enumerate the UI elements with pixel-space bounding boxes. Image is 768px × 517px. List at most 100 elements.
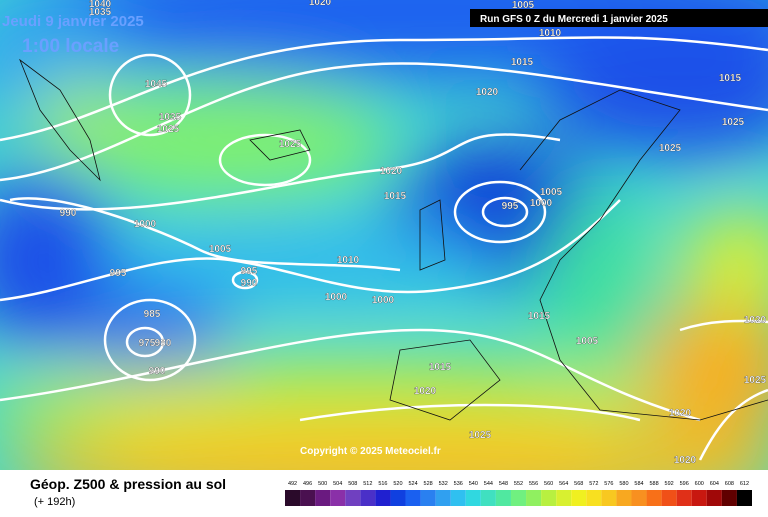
scale-label: 596 <box>680 481 689 487</box>
isobar-label: 1005 <box>512 0 535 11</box>
scale-label: 548 <box>499 481 508 487</box>
isobar-label: 1035 <box>89 7 112 18</box>
valid-date: Jeudi 9 janvier 2025 <box>2 13 144 30</box>
scale-label: 508 <box>348 481 357 487</box>
scale-swatch <box>526 490 542 506</box>
scale-label: 568 <box>574 481 583 487</box>
scale-label: 576 <box>604 481 613 487</box>
scale-label: 532 <box>439 481 448 487</box>
scale-label: 520 <box>393 481 402 487</box>
scale-label: 524 <box>408 481 417 487</box>
isobar-label: 1015 <box>528 311 551 322</box>
isobar-label: 1025 <box>659 143 682 154</box>
scale-swatch <box>360 490 376 506</box>
isobar-label: 1025 <box>744 375 767 386</box>
run-box <box>470 9 768 27</box>
scale-swatch <box>631 490 647 506</box>
legend-title: Géop. Z500 & pression au sol <box>30 476 226 492</box>
copyright: Copyright © 2025 Meteociel.fr <box>300 446 441 457</box>
isobar-label: 990 <box>241 278 258 289</box>
isobar-label: 1010 <box>337 255 360 266</box>
scale-label: 584 <box>634 481 643 487</box>
isobar-label: 1015 <box>429 362 452 373</box>
isobar-label: 990 <box>149 366 166 377</box>
isobar-label: 1020 <box>476 87 499 98</box>
isobar-label: 1020 <box>309 0 332 8</box>
isobar-label: 1015 <box>511 57 534 68</box>
scale-label: 544 <box>484 481 493 487</box>
scale-label: 528 <box>424 481 433 487</box>
scale-swatch <box>435 490 451 506</box>
scale-swatch <box>465 490 481 506</box>
coastlines <box>19 58 768 421</box>
scale-label: 492 <box>288 481 297 487</box>
scale-swatch <box>480 490 496 506</box>
isobar-label: 1025 <box>279 139 302 150</box>
scale-label: 588 <box>649 481 658 487</box>
isobar-label: 1000 <box>325 292 348 303</box>
scale-label: 504 <box>333 481 342 487</box>
isobar-label: 990 <box>60 208 77 219</box>
isobar-label: 1005 <box>576 336 599 347</box>
scale-label: 604 <box>710 481 719 487</box>
isobar-label: 995 <box>110 268 127 279</box>
isobars <box>0 36 768 461</box>
scale-label: 552 <box>514 481 523 487</box>
isobar-label: 1020 <box>674 455 697 466</box>
scale-label: 512 <box>363 481 372 487</box>
scale-swatch <box>390 490 406 506</box>
scale-label: 500 <box>318 481 327 487</box>
isobar-label: 1015 <box>384 191 407 202</box>
scale-swatch <box>721 490 737 506</box>
isobar-label: 1020 <box>744 315 767 326</box>
isobar-label: 1040 <box>89 0 112 10</box>
isobar-label: 985 <box>144 309 161 320</box>
scale-label: 612 <box>740 481 749 487</box>
scale-swatch <box>510 490 527 506</box>
scale-swatch <box>676 490 692 506</box>
isobar-label: 1005 <box>540 187 563 198</box>
scale-swatch <box>315 490 331 506</box>
isobar-label: 1035 <box>159 112 182 123</box>
scale-swatch <box>736 490 752 506</box>
scale-swatch <box>556 490 572 506</box>
scale-label: 572 <box>589 481 598 487</box>
scale-swatch <box>661 490 677 506</box>
scale-swatch <box>706 490 722 506</box>
isobar-label: 1045 <box>145 79 168 90</box>
isobar-label: 1020 <box>380 166 403 177</box>
color-scale: 492 496 500 504 508 512 516 520 524 528 532 536 540 5… <box>285 481 752 506</box>
isobar-label: 1010 <box>539 28 562 39</box>
scale-swatch <box>330 490 346 506</box>
scale-label: 564 <box>559 481 568 487</box>
isobar-label: 1025 <box>722 117 745 128</box>
scale-swatch <box>420 490 436 506</box>
lead-time: (+ 192h) <box>34 496 75 508</box>
scale-label: 496 <box>303 481 312 487</box>
scale-swatch <box>646 490 662 506</box>
isobar-label: 1020 <box>669 408 692 419</box>
scale-swatch <box>285 490 301 506</box>
scale-label: 560 <box>544 481 553 487</box>
scale-label: 540 <box>469 481 478 487</box>
scale-swatch <box>691 490 707 506</box>
isobar-label: 995 <box>241 266 258 277</box>
scale-label: 580 <box>619 481 628 487</box>
scale-swatch <box>345 490 361 506</box>
scale-swatch <box>495 490 511 506</box>
isobar-label: 1015 <box>719 73 742 84</box>
isobar-label: 980 <box>155 338 172 349</box>
scale-swatch <box>616 490 632 506</box>
scale-label: 516 <box>378 481 387 487</box>
scale-label: 556 <box>529 481 538 487</box>
isobar-label: 995 <box>502 201 519 212</box>
scale-swatch <box>405 490 421 506</box>
isobar-label: 975 <box>139 338 156 349</box>
isobar-label: 1025 <box>469 430 492 441</box>
isobar-label: 1000 <box>530 198 553 209</box>
run-info: Run GFS 0 Z du Mercredi 1 janvier 2025 <box>480 14 668 25</box>
scale-swatch <box>601 490 617 506</box>
